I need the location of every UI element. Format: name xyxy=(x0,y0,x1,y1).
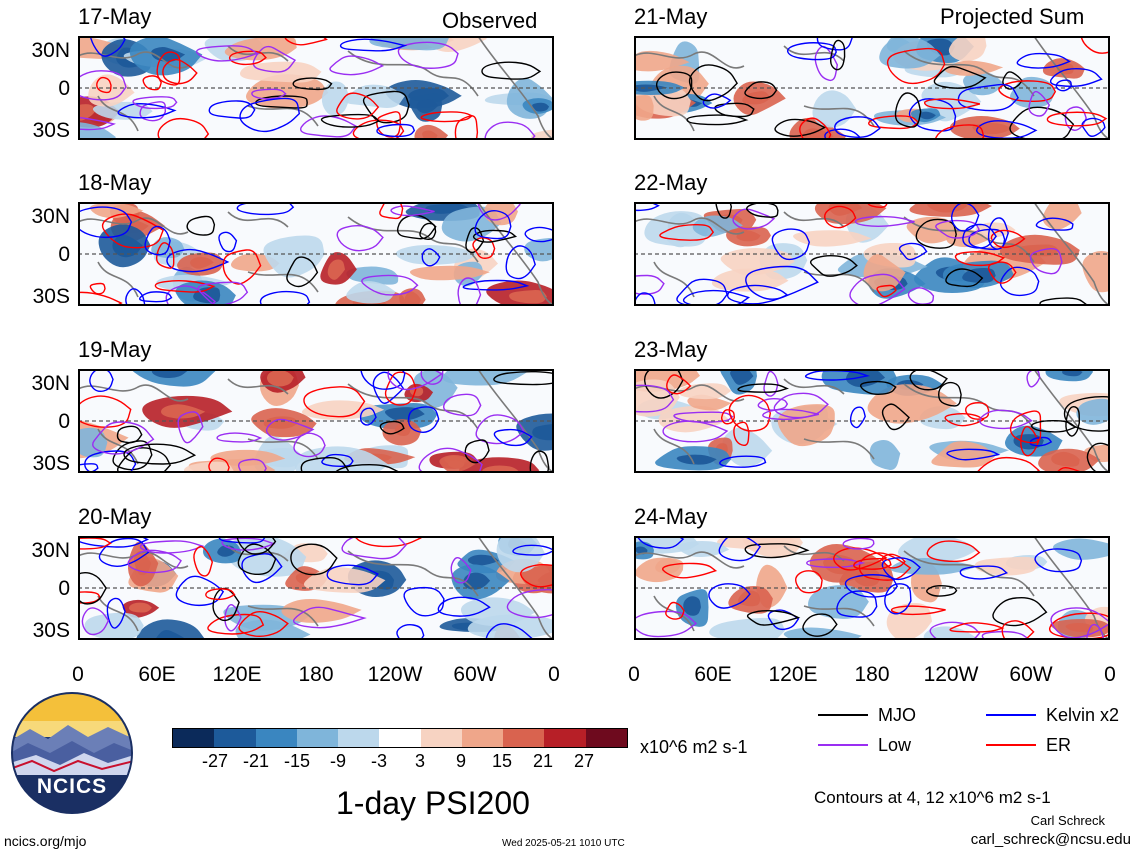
map-panel-observed-4 xyxy=(78,536,554,640)
colorbar-cell xyxy=(214,729,257,747)
site-link[interactable]: ncics.org/mjo xyxy=(4,833,87,849)
colorbar-cell xyxy=(585,729,628,747)
author: Carl Schreck xyxy=(1030,813,1105,828)
observed-label: Observed xyxy=(442,8,538,33)
psi200-map xyxy=(634,536,1110,640)
lat-label: 30S xyxy=(32,119,70,142)
map-panel-projected-3 xyxy=(634,369,1110,473)
colorbar-cell xyxy=(296,729,339,747)
colorbar-cell xyxy=(461,729,504,747)
map-panel-projected-2 xyxy=(634,202,1110,306)
lat-label: 0 xyxy=(58,243,70,266)
colorbar-label: -15 xyxy=(283,751,310,771)
lat-label: 30N xyxy=(31,372,70,395)
legend-swatch-kelvin xyxy=(986,714,1036,716)
lon-label: 60W xyxy=(1009,663,1053,686)
legend-label-mjo: MJO xyxy=(878,705,916,725)
colorbar-cell xyxy=(503,729,545,747)
lon-label: 180 xyxy=(298,663,334,686)
lon-label: 60E xyxy=(138,663,176,686)
panel-date: 21-May xyxy=(634,4,708,29)
map-panel-observed-1 xyxy=(78,36,554,140)
panel-date: 23-May xyxy=(634,337,708,362)
timestamp: Wed 2025-05-21 1010 UTC xyxy=(502,838,625,849)
colorbar-label: 9 xyxy=(455,751,466,771)
lat-label: 30N xyxy=(31,39,70,62)
colorbar-label: 3 xyxy=(414,751,425,771)
lat-label: 30N xyxy=(31,205,70,228)
colorbar-cell xyxy=(173,729,215,747)
panel-date: 18-May xyxy=(78,170,152,195)
lon-label: 0 xyxy=(1104,663,1116,686)
colorbar-label: -9 xyxy=(329,751,346,771)
colorbar-label: 15 xyxy=(491,751,513,771)
lon-label: 120W xyxy=(923,663,979,686)
colorbar-cell xyxy=(338,729,380,747)
lat-label: 30N xyxy=(31,539,70,562)
legend-swatch-er xyxy=(986,744,1036,746)
colorbar-label: -3 xyxy=(370,751,387,771)
legend-swatch-mjo xyxy=(818,714,868,716)
psi200-map xyxy=(634,369,1110,473)
panel-date: 17-May xyxy=(78,4,152,29)
ncics-logo: NCICS xyxy=(10,691,134,815)
lat-label: 30S xyxy=(32,619,70,642)
lon-label: 0 xyxy=(72,663,84,686)
lon-label: 120E xyxy=(212,663,262,686)
map-panel-projected-1 xyxy=(634,36,1110,140)
ncics-logo-icon xyxy=(11,692,133,814)
projected-sum-label: Projected Sum xyxy=(940,4,1085,29)
psi200-map xyxy=(78,36,554,140)
panel-date: 19-May xyxy=(78,337,152,362)
colorbar-label: -27 xyxy=(201,751,228,771)
legend-swatch-low xyxy=(818,744,868,746)
colorbar-cell xyxy=(420,729,463,747)
psi200-map xyxy=(78,202,554,306)
map-panel-observed-3 xyxy=(78,369,554,473)
panel-date: 22-May xyxy=(634,170,708,195)
lat-label: 0 xyxy=(58,77,70,100)
lon-label: 0 xyxy=(628,663,640,686)
psi200-map xyxy=(78,369,554,473)
lon-label: 180 xyxy=(854,663,890,686)
legend-label-low: Low xyxy=(878,735,912,755)
colorbar xyxy=(172,728,628,748)
lat-label: 30S xyxy=(32,452,70,475)
colorbar-cell xyxy=(544,729,587,747)
colorbar-label: 27 xyxy=(573,751,595,771)
legend-label-er: ER xyxy=(1046,735,1072,755)
colorbar-label: 21 xyxy=(532,751,554,771)
colorbar-cell xyxy=(379,729,422,747)
colorbar-units: x10^6 m2 s-1 xyxy=(640,737,748,757)
legend-label-kelvin: Kelvin x2 xyxy=(1046,705,1120,725)
main-title: 1-day PSI200 xyxy=(336,785,530,821)
map-panel-projected-4 xyxy=(634,536,1110,640)
logo-text: NCICS xyxy=(36,775,108,798)
psi200-map xyxy=(634,36,1110,140)
lon-label: 120W xyxy=(367,663,423,686)
contours-note: Contours at 4, 12 x10^6 m2 s-1 xyxy=(814,788,1051,807)
lon-label: 60E xyxy=(694,663,732,686)
lat-label: 30S xyxy=(32,285,70,308)
colorbar-label: -21 xyxy=(242,751,269,771)
map-panel-observed-2 xyxy=(78,202,554,306)
lon-label: 60W xyxy=(453,663,497,686)
lat-label: 0 xyxy=(58,410,70,433)
psi200-map xyxy=(78,536,554,640)
lon-label: 0 xyxy=(548,663,560,686)
panel-date: 24-May xyxy=(634,504,708,529)
lon-label: 120E xyxy=(768,663,818,686)
panel-date: 20-May xyxy=(78,504,152,529)
lat-label: 0 xyxy=(58,577,70,600)
psi200-map xyxy=(634,202,1110,306)
colorbar-cell xyxy=(255,729,298,747)
author-email: carl_schreck@ncsu.edu xyxy=(970,831,1131,848)
